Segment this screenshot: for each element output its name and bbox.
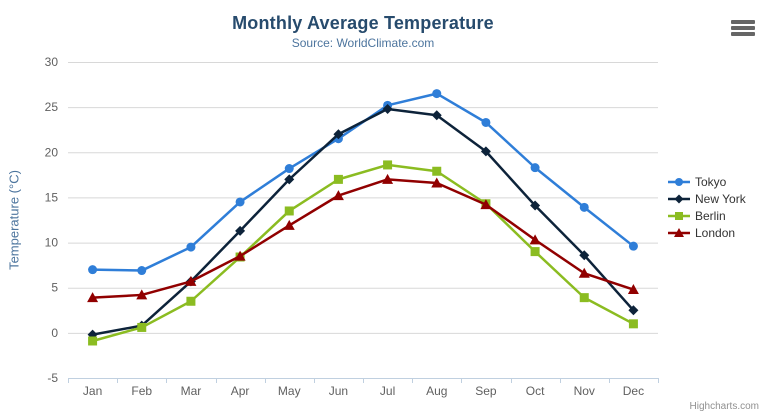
data-point-tokyo[interactable]: [579, 202, 589, 212]
data-point-tokyo[interactable]: [432, 89, 442, 99]
circle-marker-icon: [668, 178, 690, 186]
data-point-new-york[interactable]: [579, 250, 590, 261]
data-point-london[interactable]: [578, 267, 590, 278]
triangle-marker-icon: [668, 228, 690, 237]
x-axis-label: Apr: [231, 384, 250, 398]
data-point-london[interactable]: [674, 228, 684, 237]
data-point-london[interactable]: [87, 292, 99, 303]
data-point-london[interactable]: [234, 250, 246, 261]
data-point-new-york[interactable]: [333, 129, 344, 140]
data-point-berlin[interactable]: [137, 322, 147, 332]
data-point-berlin[interactable]: [284, 206, 294, 216]
legend-item-new-york[interactable]: New York: [668, 192, 746, 206]
data-point-new-york[interactable]: [431, 110, 442, 121]
hamburger-bar: [731, 20, 755, 24]
data-point-berlin[interactable]: [628, 319, 638, 329]
x-axis-label: Aug: [426, 384, 447, 398]
data-point-new-york[interactable]: [674, 194, 684, 204]
data-point-tokyo[interactable]: [88, 265, 98, 275]
data-point-london[interactable]: [431, 177, 443, 188]
x-axis-label: Oct: [526, 384, 545, 398]
y-axis-label: 30: [45, 55, 59, 69]
data-point-berlin[interactable]: [333, 174, 343, 184]
legend: Tokyo New York Berlin London: [668, 175, 746, 240]
series-line-london: [91, 178, 635, 299]
data-point-london[interactable]: [627, 284, 639, 295]
data-point-london[interactable]: [185, 275, 197, 286]
x-axis-label: Dec: [623, 384, 644, 398]
series-line-tokyo: [91, 92, 635, 272]
y-axis-label: 0: [51, 326, 58, 340]
data-point-berlin[interactable]: [675, 212, 683, 220]
legend-item-berlin[interactable]: Berlin: [668, 209, 746, 223]
chart-title: Monthly Average Temperature: [232, 13, 494, 33]
data-point-tokyo[interactable]: [675, 178, 683, 186]
series-line-berlin: [91, 163, 635, 343]
legend-label: New York: [695, 192, 746, 206]
chart-subtitle: Source: WorldClimate.com: [291, 36, 435, 50]
x-axis-label: Feb: [131, 384, 152, 398]
data-point-tokyo[interactable]: [137, 266, 147, 276]
legend-label: Berlin: [695, 209, 726, 223]
data-point-berlin[interactable]: [383, 160, 393, 170]
data-point-berlin[interactable]: [579, 293, 589, 303]
data-point-tokyo[interactable]: [628, 241, 638, 251]
data-point-london[interactable]: [382, 173, 394, 184]
legend-item-tokyo[interactable]: Tokyo: [668, 175, 746, 189]
data-point-new-york[interactable]: [235, 225, 246, 236]
x-axis-label: Jul: [380, 384, 395, 398]
data-point-london[interactable]: [480, 199, 492, 210]
data-point-london[interactable]: [136, 289, 148, 300]
y-axis-label: 10: [45, 236, 59, 250]
data-point-tokyo[interactable]: [186, 242, 196, 252]
x-axis-label: May: [278, 384, 301, 398]
data-point-london[interactable]: [529, 234, 541, 245]
y-axis-label: 15: [45, 190, 59, 204]
data-point-berlin[interactable]: [186, 296, 196, 306]
series-line-new-york: [91, 107, 635, 336]
hamburger-bar: [731, 32, 755, 36]
hamburger-bar: [731, 26, 755, 30]
y-axis-label: 20: [45, 145, 59, 159]
legend-label: Tokyo: [695, 175, 727, 189]
data-point-london[interactable]: [332, 190, 344, 201]
data-point-new-york[interactable]: [628, 305, 639, 316]
x-axis-label: Mar: [181, 384, 202, 398]
x-axis-label: Nov: [574, 384, 595, 398]
data-point-new-york[interactable]: [480, 146, 491, 157]
legend-item-london[interactable]: London: [668, 226, 746, 240]
data-point-new-york[interactable]: [284, 174, 295, 185]
x-axis-label: Jun: [329, 384, 348, 398]
data-point-new-york[interactable]: [530, 200, 541, 211]
x-axis-label: Sep: [475, 384, 497, 398]
square-marker-icon: [668, 212, 690, 220]
data-point-new-york[interactable]: [382, 103, 393, 114]
y-axis-label: -5: [47, 371, 58, 385]
data-point-tokyo[interactable]: [235, 197, 245, 207]
y-axis-label: 5: [51, 281, 58, 295]
data-point-tokyo[interactable]: [284, 164, 294, 174]
data-point-london[interactable]: [283, 219, 295, 230]
legend-label: London: [695, 226, 736, 240]
data-point-berlin[interactable]: [530, 247, 540, 257]
credits-link[interactable]: Highcharts.com: [689, 401, 759, 412]
data-point-tokyo[interactable]: [481, 117, 491, 127]
data-point-tokyo[interactable]: [530, 163, 540, 173]
diamond-marker-icon: [668, 194, 690, 204]
data-point-berlin[interactable]: [88, 336, 98, 346]
hamburger-menu-icon[interactable]: [731, 20, 755, 36]
data-point-berlin[interactable]: [432, 166, 442, 176]
y-axis-label: 25: [45, 100, 59, 114]
x-axis-label: Jan: [83, 384, 102, 398]
y-axis-title: Temperature (°C): [6, 170, 22, 270]
